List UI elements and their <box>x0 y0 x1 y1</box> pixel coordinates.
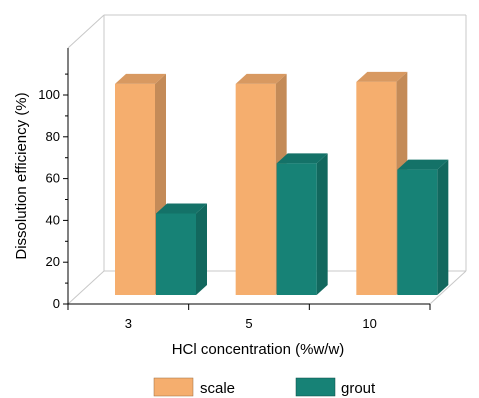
y-tick-label: 80 <box>46 129 60 144</box>
y-ticks: 0 20 40 60 80 100 <box>38 73 68 311</box>
bar-front-face <box>276 163 317 295</box>
bar-front-face <box>235 83 276 295</box>
y-tick-label: 0 <box>53 296 60 311</box>
legend-swatch-grout <box>295 377 336 397</box>
bar-top-face <box>235 73 287 84</box>
y-tick-label: 60 <box>46 171 60 186</box>
x-tick-label: 5 <box>245 316 252 331</box>
y-tick-label: 20 <box>46 254 60 269</box>
left-wall-top-edge <box>67 14 105 49</box>
legend-label-grout: grout <box>341 380 376 397</box>
bar-grout-5 <box>276 153 328 295</box>
x-ticks: 3 5 10 <box>67 304 431 331</box>
floor-left-edge <box>67 270 105 305</box>
bar-top-face <box>356 71 408 82</box>
bar-top-face <box>276 153 328 164</box>
legend-label-scale: scale <box>200 380 235 397</box>
bar-side-face <box>196 203 207 295</box>
x-axis-title: HCl concentration (%w/w) <box>172 341 345 358</box>
y-tick-label: 40 <box>46 212 60 227</box>
bar-grout-10 <box>397 159 449 295</box>
axes <box>67 48 430 305</box>
x-tick-label: 10 <box>362 316 376 331</box>
x-tick-label: 3 <box>125 316 132 331</box>
y-axis-title: Dissolution efficiency (%) <box>13 92 30 259</box>
legend: scale grout <box>153 377 376 397</box>
bar-front-face <box>356 81 397 295</box>
bar-side-face <box>437 159 449 295</box>
bars-group <box>115 71 449 295</box>
floor-right-edge <box>429 270 467 305</box>
bar-top-face <box>156 203 207 214</box>
bar-front-face <box>156 213 196 295</box>
bar-grout-3 <box>156 203 207 295</box>
bar-front-face <box>115 83 155 295</box>
bar-side-face <box>316 153 328 295</box>
bar-top-face <box>397 159 449 170</box>
legend-swatch-scale <box>153 377 194 397</box>
y-tick-label: 100 <box>38 87 60 102</box>
bar-top-face <box>115 73 166 84</box>
bar-front-face <box>397 169 438 295</box>
